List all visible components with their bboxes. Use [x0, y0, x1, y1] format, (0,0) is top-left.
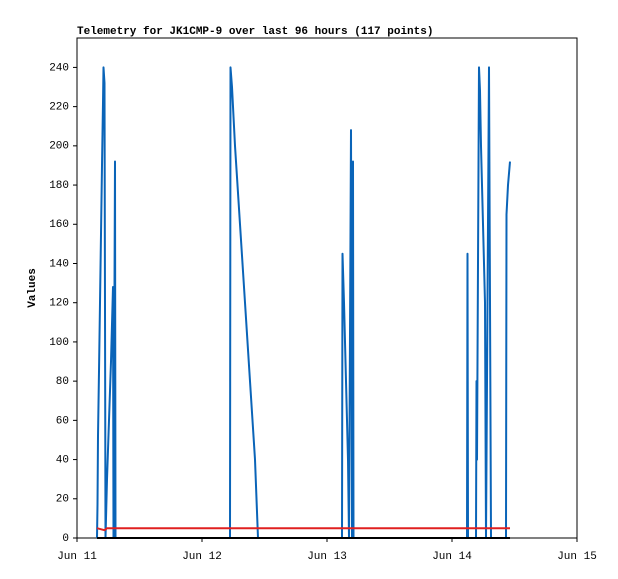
x-tick-label: Jun 11 — [57, 551, 97, 563]
x-tick-label: Jun 14 — [432, 551, 472, 563]
y-tick-label: 0 — [62, 533, 69, 545]
y-tick-label: 100 — [49, 337, 69, 349]
series-line — [96, 527, 510, 532]
y-tick-label: 20 — [56, 494, 69, 506]
y-tick-label: 240 — [49, 62, 69, 74]
plot-frame — [76, 37, 578, 539]
x-tick-label: Jun 15 — [557, 551, 597, 563]
y-tick-label: 160 — [49, 219, 69, 231]
y-tick-label: 220 — [49, 102, 69, 114]
series-line — [96, 66, 511, 539]
y-axis-label: Values — [27, 268, 39, 308]
y-tick-label: 200 — [49, 141, 69, 153]
y-tick-label: 120 — [49, 298, 69, 310]
y-tick-label: 80 — [56, 376, 69, 388]
y-tick-label: 180 — [49, 180, 69, 192]
y-tick-label: 60 — [56, 415, 69, 427]
chart-title: Telemetry for JK1CMP-9 over last 96 hour… — [77, 26, 433, 38]
y-tick-label: 140 — [49, 258, 69, 270]
x-tick-label: Jun 13 — [307, 551, 347, 563]
x-tick-label: Jun 12 — [182, 551, 222, 563]
y-tick-label: 40 — [56, 454, 69, 466]
